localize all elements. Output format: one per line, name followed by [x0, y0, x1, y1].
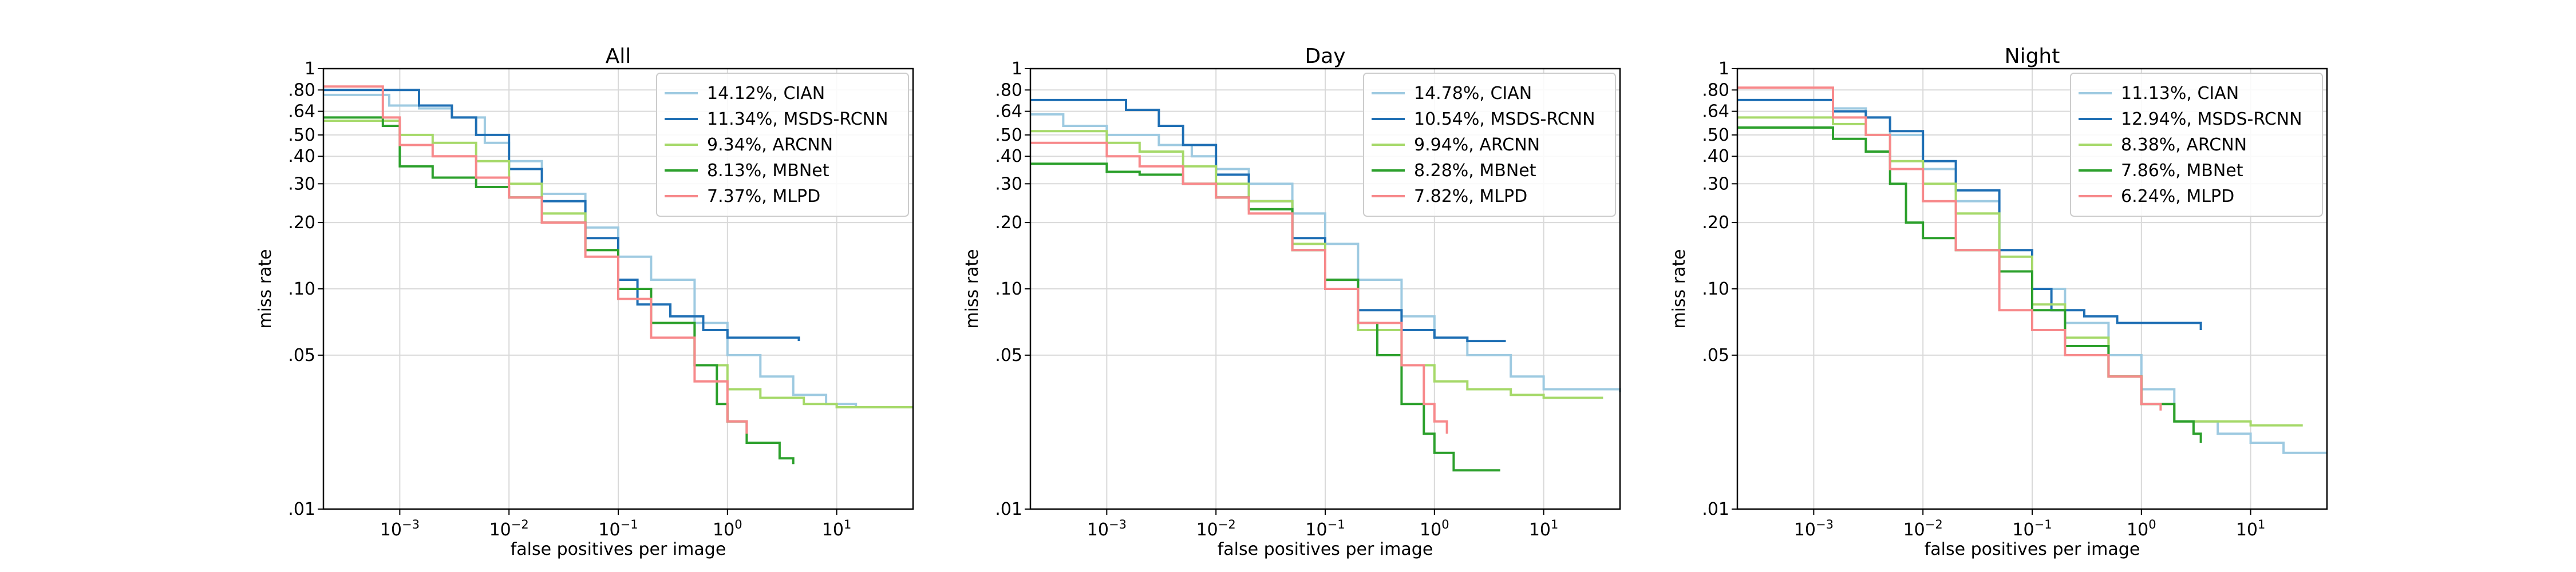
- y-axis-label: miss rate: [962, 249, 982, 328]
- y-tick-label: 1: [1718, 59, 1729, 79]
- x-tick-label: 10−2: [1196, 518, 1236, 540]
- y-tick-label: .20: [995, 213, 1022, 233]
- y-tick-label: .50: [288, 125, 315, 145]
- series-line-9-94-arcnn: [1030, 130, 1603, 399]
- y-tick-label: .01: [995, 499, 1022, 519]
- legend: 14.12%, CIAN 11.34%, MSDS-RCNN 9.34%, ARCN…: [656, 73, 909, 217]
- legend-label: 9.34%, ARCNN: [707, 135, 833, 155]
- y-tick-label: .40: [1702, 146, 1729, 166]
- y-tick-label: 1: [305, 59, 315, 79]
- y-tick-label: .64: [995, 102, 1022, 122]
- x-tick-label: 101: [1529, 518, 1559, 540]
- chart-title: Night: [2005, 45, 2060, 68]
- y-tick-label: .10: [288, 279, 315, 299]
- legend-label: 11.34%, MSDS-RCNN: [707, 109, 888, 129]
- y-tick-label: .20: [1702, 213, 1729, 233]
- y-axis-label: miss rate: [255, 249, 275, 328]
- legend-label: 14.78%, CIAN: [1414, 84, 1532, 104]
- series-line-14-12-cian: [323, 93, 913, 408]
- chart-panel-night: 1.80.64 .50.40 .30 .20 .10 .05 .01 10−3 10−2 10−1…: [1669, 45, 2328, 559]
- x-axis-label: false positives per image: [511, 539, 726, 559]
- legend-label: 7.82%, MLPD: [1414, 186, 1527, 206]
- y-tick-label: .01: [1702, 499, 1729, 519]
- y-tick-label: .80: [288, 80, 315, 100]
- legend-label: 14.12%, CIAN: [707, 84, 825, 104]
- y-tick-label: 1: [1012, 59, 1022, 79]
- y-tick-label: .05: [288, 345, 315, 366]
- chart-title: Day: [1305, 45, 1345, 68]
- legend-label: 7.37%, MLPD: [707, 186, 820, 206]
- y-tick-label: .80: [1702, 80, 1729, 100]
- series-line-7-82-mlpd: [1030, 141, 1448, 434]
- y-tick-label: .10: [995, 279, 1022, 299]
- x-tick-label: 100: [713, 518, 742, 540]
- x-tick-label: 10−2: [1903, 518, 1943, 540]
- y-tick-label: .20: [288, 213, 315, 233]
- legend-box: [2070, 73, 2323, 217]
- legend-label: 8.38%, ARCNN: [2121, 135, 2247, 155]
- legend-label: 8.13%, MBNet: [707, 161, 829, 181]
- x-tick-label: 100: [1420, 518, 1449, 540]
- y-tick-label: .40: [288, 146, 315, 166]
- legend-label: 7.86%, MBNet: [2121, 161, 2243, 181]
- series-line-7-37-mlpd: [323, 85, 748, 434]
- y-tick-label: .10: [1702, 279, 1729, 299]
- legend-label: 6.24%, MLPD: [2121, 186, 2234, 206]
- chart-title: All: [606, 45, 631, 68]
- y-tick-label: .05: [1702, 345, 1729, 366]
- y-tick-label: .40: [995, 146, 1022, 166]
- x-axis-label: false positives per image: [1218, 539, 1433, 559]
- x-tick-label: 10−3: [1794, 518, 1834, 540]
- y-tick-label: .01: [288, 499, 315, 519]
- legend-box: [1363, 73, 1616, 217]
- chart-panel-day: 1.80.64 .50.40 .30 .20 .10 .05 .01 10−3 10−2 10−1…: [962, 45, 1621, 559]
- series-line-6-24-mlpd: [1737, 86, 2162, 411]
- legend-label: 9.94%, ARCNN: [1414, 135, 1540, 155]
- legend-box: [656, 73, 909, 217]
- x-tick-label: 10−1: [1305, 518, 1345, 540]
- legend-label: 8.28%, MBNet: [1414, 161, 1536, 181]
- y-tick-label: .05: [995, 345, 1022, 366]
- x-tick-label: 101: [822, 518, 852, 540]
- y-tick-label: .50: [1702, 125, 1729, 145]
- y-tick-label: .30: [995, 174, 1022, 194]
- series-line-14-78-cian: [1030, 113, 1621, 392]
- y-tick-label: .80: [995, 80, 1022, 100]
- y-tick-label: .30: [288, 174, 315, 194]
- y-tick-label: .50: [995, 125, 1022, 145]
- y-axis-label: miss rate: [1669, 249, 1689, 328]
- x-tick-label: 10−3: [1087, 518, 1127, 540]
- y-tick-label: .64: [288, 102, 315, 122]
- legend-label: 10.54%, MSDS-RCNN: [1414, 109, 1595, 129]
- y-tick-label: .64: [1702, 102, 1729, 122]
- x-tick-label: 100: [2127, 518, 2156, 540]
- legend: 11.13%, CIAN 12.94%, MSDS-RCNN 8.38%, ARCN…: [2070, 73, 2323, 217]
- legend-label: 11.13%, CIAN: [2121, 84, 2239, 104]
- x-axis-label: false positives per image: [1925, 539, 2140, 559]
- x-tick-label: 101: [2236, 518, 2266, 540]
- x-tick-label: 10−2: [489, 518, 529, 540]
- legend: 14.78%, CIAN 10.54%, MSDS-RCNN 9.94%, ARCN…: [1363, 73, 1616, 217]
- x-tick-label: 10−1: [2012, 518, 2052, 540]
- y-tick-label: .30: [1702, 174, 1729, 194]
- chart-panel-all: 1.80.64 .50.40 .30 .20 .10 .05 .01 10−3 10−2 10−1…: [255, 45, 914, 559]
- x-tick-label: 10−1: [598, 518, 638, 540]
- legend-label: 12.94%, MSDS-RCNN: [2121, 109, 2302, 129]
- x-tick-label: 10−3: [380, 518, 420, 540]
